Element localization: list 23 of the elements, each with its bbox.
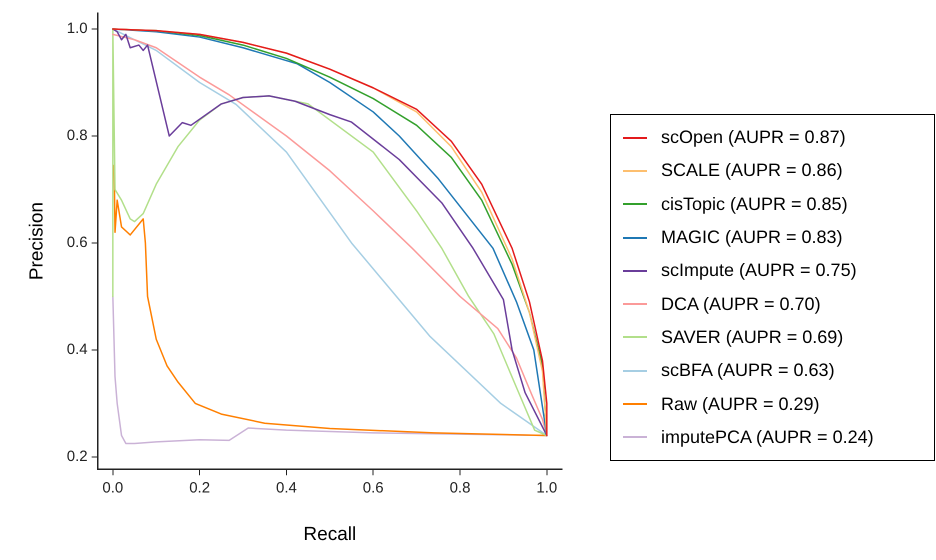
y-axis-title: Precision [26,202,48,280]
legend-label: imputePCA (AUPR = 0.24) [661,426,874,448]
legend-label: Raw (AUPR = 0.29) [661,394,820,415]
y-tick-label: 1.0 [66,20,88,38]
legend-label: scImpute (AUPR = 0.75) [661,260,857,282]
legend-label: SCALE (AUPR = 0.86) [661,160,843,182]
x-tick-label: 0.4 [276,479,297,496]
y-tick-label: 0.4 [66,341,88,358]
x-tick-label: 0.8 [450,479,470,496]
legend-label: scOpen (AUPR = 0.87) [661,127,846,148]
x-tick-label: 0.0 [102,479,124,496]
legend-label: DCA (AUPR = 0.70) [661,294,821,315]
x-axis-title: Recall [303,524,356,545]
y-tick-label: 0.8 [66,127,88,144]
y-tick-label: 0.6 [66,234,88,252]
x-tick-label: 0.2 [189,479,210,496]
legend-label: SAVER (AUPR = 0.69) [661,326,844,348]
x-tick-label: 0.6 [362,479,384,496]
legend-label: MAGIC (AUPR = 0.83) [661,227,843,248]
legend-label: cisTopic (AUPR = 0.85) [661,194,848,215]
legend-label: scBFA (AUPR = 0.63) [661,360,835,382]
x-tick-label: 1.0 [536,479,558,496]
y-tick-label: 0.2 [66,448,88,466]
